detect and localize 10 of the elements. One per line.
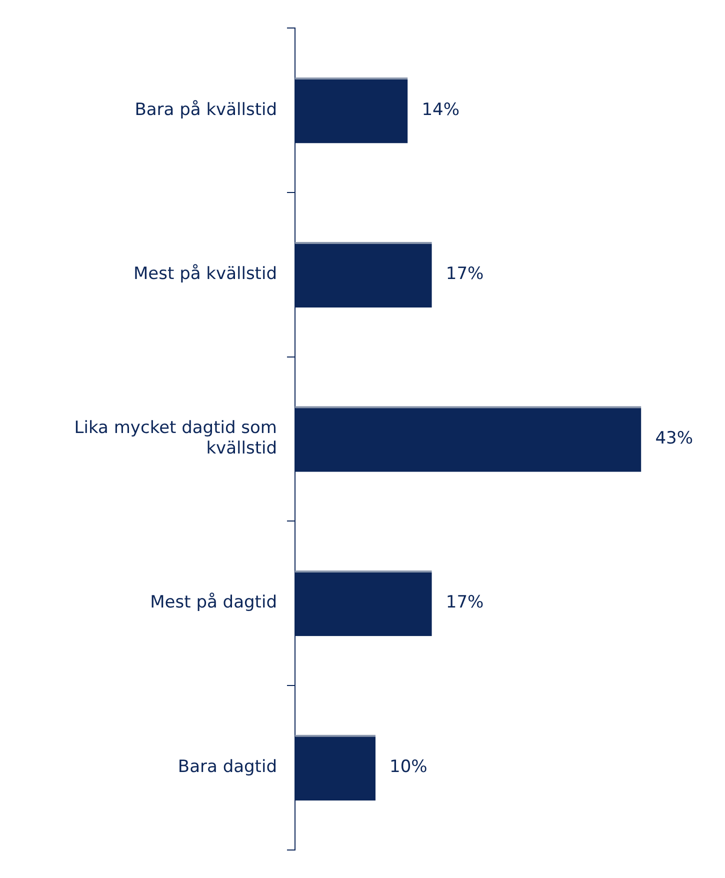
data-label: 10% [390,757,428,778]
y-tick-label: Bara på kvällstid [134,100,277,120]
y-tick-label: Lika mycket dagtid som kvällstid [74,418,277,459]
data-label: 14% [422,100,460,120]
y-tick-label: Mest på kvällstid [134,264,277,284]
y-tick-label: Bara dagtid [178,757,277,778]
data-label: 17% [446,592,484,613]
data-label: 43% [655,428,694,448]
data-label: 17% [446,264,484,284]
y-tick-label: Mest på dagtid [150,592,277,613]
